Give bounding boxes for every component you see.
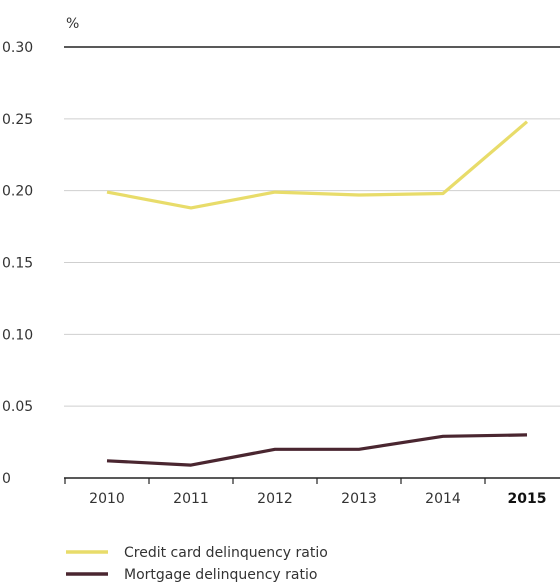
x-tick-label: 2015: [508, 491, 547, 507]
x-tick-label: 2012: [257, 491, 293, 507]
x-tick-label: 2011: [173, 491, 209, 507]
y-tick-label: 0.25: [2, 112, 33, 128]
x-tick-label: 2013: [341, 491, 377, 507]
y-tick-label: 0.15: [2, 256, 33, 272]
y-tick-label: 0.05: [2, 399, 33, 415]
series-lines: [106, 120, 529, 467]
y-axis-unit-label: %: [66, 16, 79, 32]
y-tick-label: 0.20: [2, 184, 33, 200]
y-tick-label: 0.30: [2, 40, 33, 56]
legend: Credit card delinquency ratio Mortgage de…: [66, 545, 328, 583]
credit-card-series-line: [106, 120, 529, 210]
mortgage-series-line: [106, 433, 528, 467]
gridlines: [64, 46, 560, 407]
x-tick-label: 2014: [425, 491, 461, 507]
legend-label: Mortgage delinquency ratio: [124, 567, 317, 583]
legend-label: Credit card delinquency ratio: [124, 545, 328, 561]
x-tick-label: 2010: [89, 491, 125, 507]
y-tick-label: 0: [2, 471, 11, 487]
y-tick-label: 0.10: [2, 327, 33, 343]
y-axis-ticks: 0 0.05 0.10 0.15 0.20 0.25 0.30: [2, 40, 33, 487]
x-axis: 2010 2011 2012 2013 2014 2015: [64, 477, 560, 507]
